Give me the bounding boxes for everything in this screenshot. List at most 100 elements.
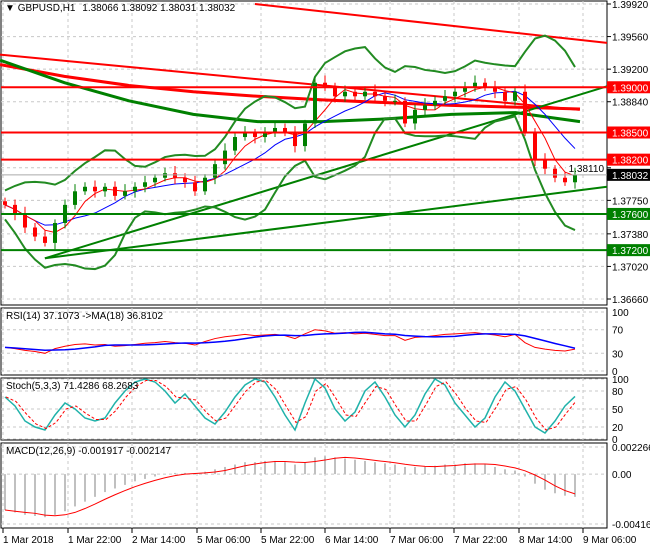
- y-tick-label: 0.002266: [612, 443, 650, 454]
- y-tick-label: 70: [612, 326, 624, 337]
- level-price-label: 1.38200: [612, 156, 649, 167]
- x-tick-label: 2 Mar 14:00: [132, 535, 186, 546]
- stoch-signal-line: [5, 379, 577, 431]
- macd-title: MACD(12,26,9) -0.001917 -0.002147: [6, 446, 172, 457]
- current-price-label: 1.38032: [612, 171, 649, 182]
- candle-body: [273, 127, 277, 133]
- candle-body: [33, 227, 37, 237]
- y-tick-label: 20: [612, 423, 624, 434]
- y-tick-label: 1.39560: [612, 33, 649, 44]
- candle-body: [173, 173, 177, 178]
- x-tick-label: 9 Mar 06:00: [583, 535, 637, 546]
- candle-body: [3, 201, 7, 205]
- candle-body: [573, 175, 577, 183]
- level-price-tag: [607, 207, 650, 220]
- y-tick-label: 0: [612, 435, 618, 446]
- y-tick-label: 1.39920: [612, 0, 649, 11]
- candle-body: [513, 91, 517, 101]
- chart-header: ▼ GBPUSD,H1 1.38066 1.38092 1.38031 1.38…: [5, 3, 235, 14]
- candle-body: [233, 137, 237, 151]
- level-price-label: 1.37200: [612, 246, 649, 257]
- ohlc-label: 1.38066 1.38092 1.38031 1.38032: [82, 3, 236, 14]
- candle-body: [243, 132, 247, 138]
- level-price-tag: [607, 153, 650, 166]
- candle-body: [163, 173, 167, 178]
- y-tick-label: 100: [612, 308, 629, 319]
- candle-body: [133, 186, 137, 192]
- pane-frame-0: [0, 0, 608, 306]
- y-tick-label-bg: [566, 161, 606, 174]
- y-tick-label: 30: [612, 349, 624, 360]
- y-tick-label: 1.37380: [612, 230, 649, 241]
- x-tick-label: 7 Mar 22:00: [454, 535, 508, 546]
- candle-body: [453, 91, 457, 97]
- ma-red: [4, 86, 576, 234]
- x-tick-label: 5 Mar 22:00: [261, 535, 315, 546]
- candle-body: [123, 191, 127, 196]
- y-tick-label: 1.38840: [612, 98, 649, 109]
- rsi-ma-line: [4, 331, 576, 351]
- candle-body: [463, 87, 467, 92]
- level-price-label: 1.37600: [612, 210, 649, 221]
- current-price-tag: [607, 168, 650, 181]
- candle-body: [313, 82, 317, 124]
- candle-body: [533, 132, 537, 160]
- y-tick-label: 1.39200: [612, 65, 649, 76]
- candle-body: [263, 132, 267, 138]
- candle-body: [293, 132, 297, 147]
- candle-body: [343, 91, 347, 97]
- bollinger-lower: [4, 115, 576, 271]
- x-tick-label: 1 Mar 22:00: [68, 535, 122, 546]
- candle-body: [503, 91, 507, 101]
- x-tick-label: 5 Mar 06:00: [197, 535, 251, 546]
- candle-body: [553, 168, 557, 178]
- candle-body: [473, 82, 477, 88]
- x-tick-label: 8 Mar 14:00: [519, 535, 573, 546]
- level-price-tag: [607, 126, 650, 139]
- candle-body: [363, 91, 367, 97]
- symbol-label: GBPUSD,H1: [17, 3, 76, 14]
- y-tick-label: 0.00: [612, 470, 632, 481]
- candle-body: [373, 91, 377, 97]
- candle-body: [73, 191, 77, 205]
- y-tick-label: -0.004168: [612, 520, 650, 531]
- trendline-green: [44, 85, 608, 260]
- candle-body: [383, 96, 387, 101]
- x-tick-label: 7 Mar 06:00: [390, 535, 444, 546]
- y-tick-label: 50: [612, 405, 624, 416]
- candle-body: [143, 182, 147, 187]
- ma-blue: [4, 90, 576, 226]
- macd-signal-line: [4, 456, 576, 517]
- level-price-tag: [607, 244, 650, 257]
- level-price-label: 1.39000: [612, 83, 649, 94]
- pane-frame-3: [0, 442, 608, 529]
- candle-body: [193, 182, 197, 192]
- long-ma-red: [0, 63, 581, 111]
- long-ma-green: [0, 58, 581, 124]
- stoch-title: Stoch(5,3,3) 71.4286 68.2683: [6, 381, 139, 392]
- stoch-main-line: [4, 377, 576, 434]
- candle-body: [223, 150, 227, 165]
- candle-body: [333, 87, 337, 97]
- candle-body: [413, 109, 417, 124]
- candle-body: [153, 177, 157, 183]
- trendline-green: [44, 185, 608, 260]
- candle-body: [283, 127, 287, 133]
- rsi-title: RSI(14) 37.1073 ->MA(18) 36.8102: [6, 311, 164, 322]
- candle-body: [93, 186, 97, 192]
- level-price-tag: [607, 81, 650, 94]
- candle-body: [43, 236, 47, 243]
- y-tick-label: 0: [612, 367, 618, 378]
- y-tick-label: 1.38110: [569, 164, 605, 175]
- trendline-red: [0, 53, 580, 111]
- candle-body: [303, 123, 307, 147]
- candle-body: [353, 91, 357, 97]
- candle-body: [433, 100, 437, 106]
- candle-body: [253, 132, 257, 138]
- candle-body: [203, 177, 207, 192]
- menu-triangle-icon[interactable]: ▼: [5, 3, 15, 14]
- candle-body: [403, 100, 407, 124]
- y-tick-label: 80: [612, 387, 624, 398]
